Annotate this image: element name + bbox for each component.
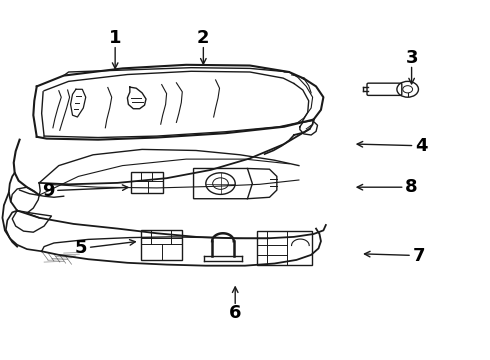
Text: 4: 4 [415, 137, 428, 155]
Text: 2: 2 [197, 29, 210, 47]
Text: 5: 5 [74, 239, 87, 257]
Text: 9: 9 [42, 182, 54, 200]
Text: 7: 7 [413, 247, 425, 265]
Text: 8: 8 [405, 178, 418, 196]
Text: 3: 3 [405, 49, 418, 67]
Text: 6: 6 [229, 304, 242, 322]
Text: 1: 1 [109, 29, 122, 47]
